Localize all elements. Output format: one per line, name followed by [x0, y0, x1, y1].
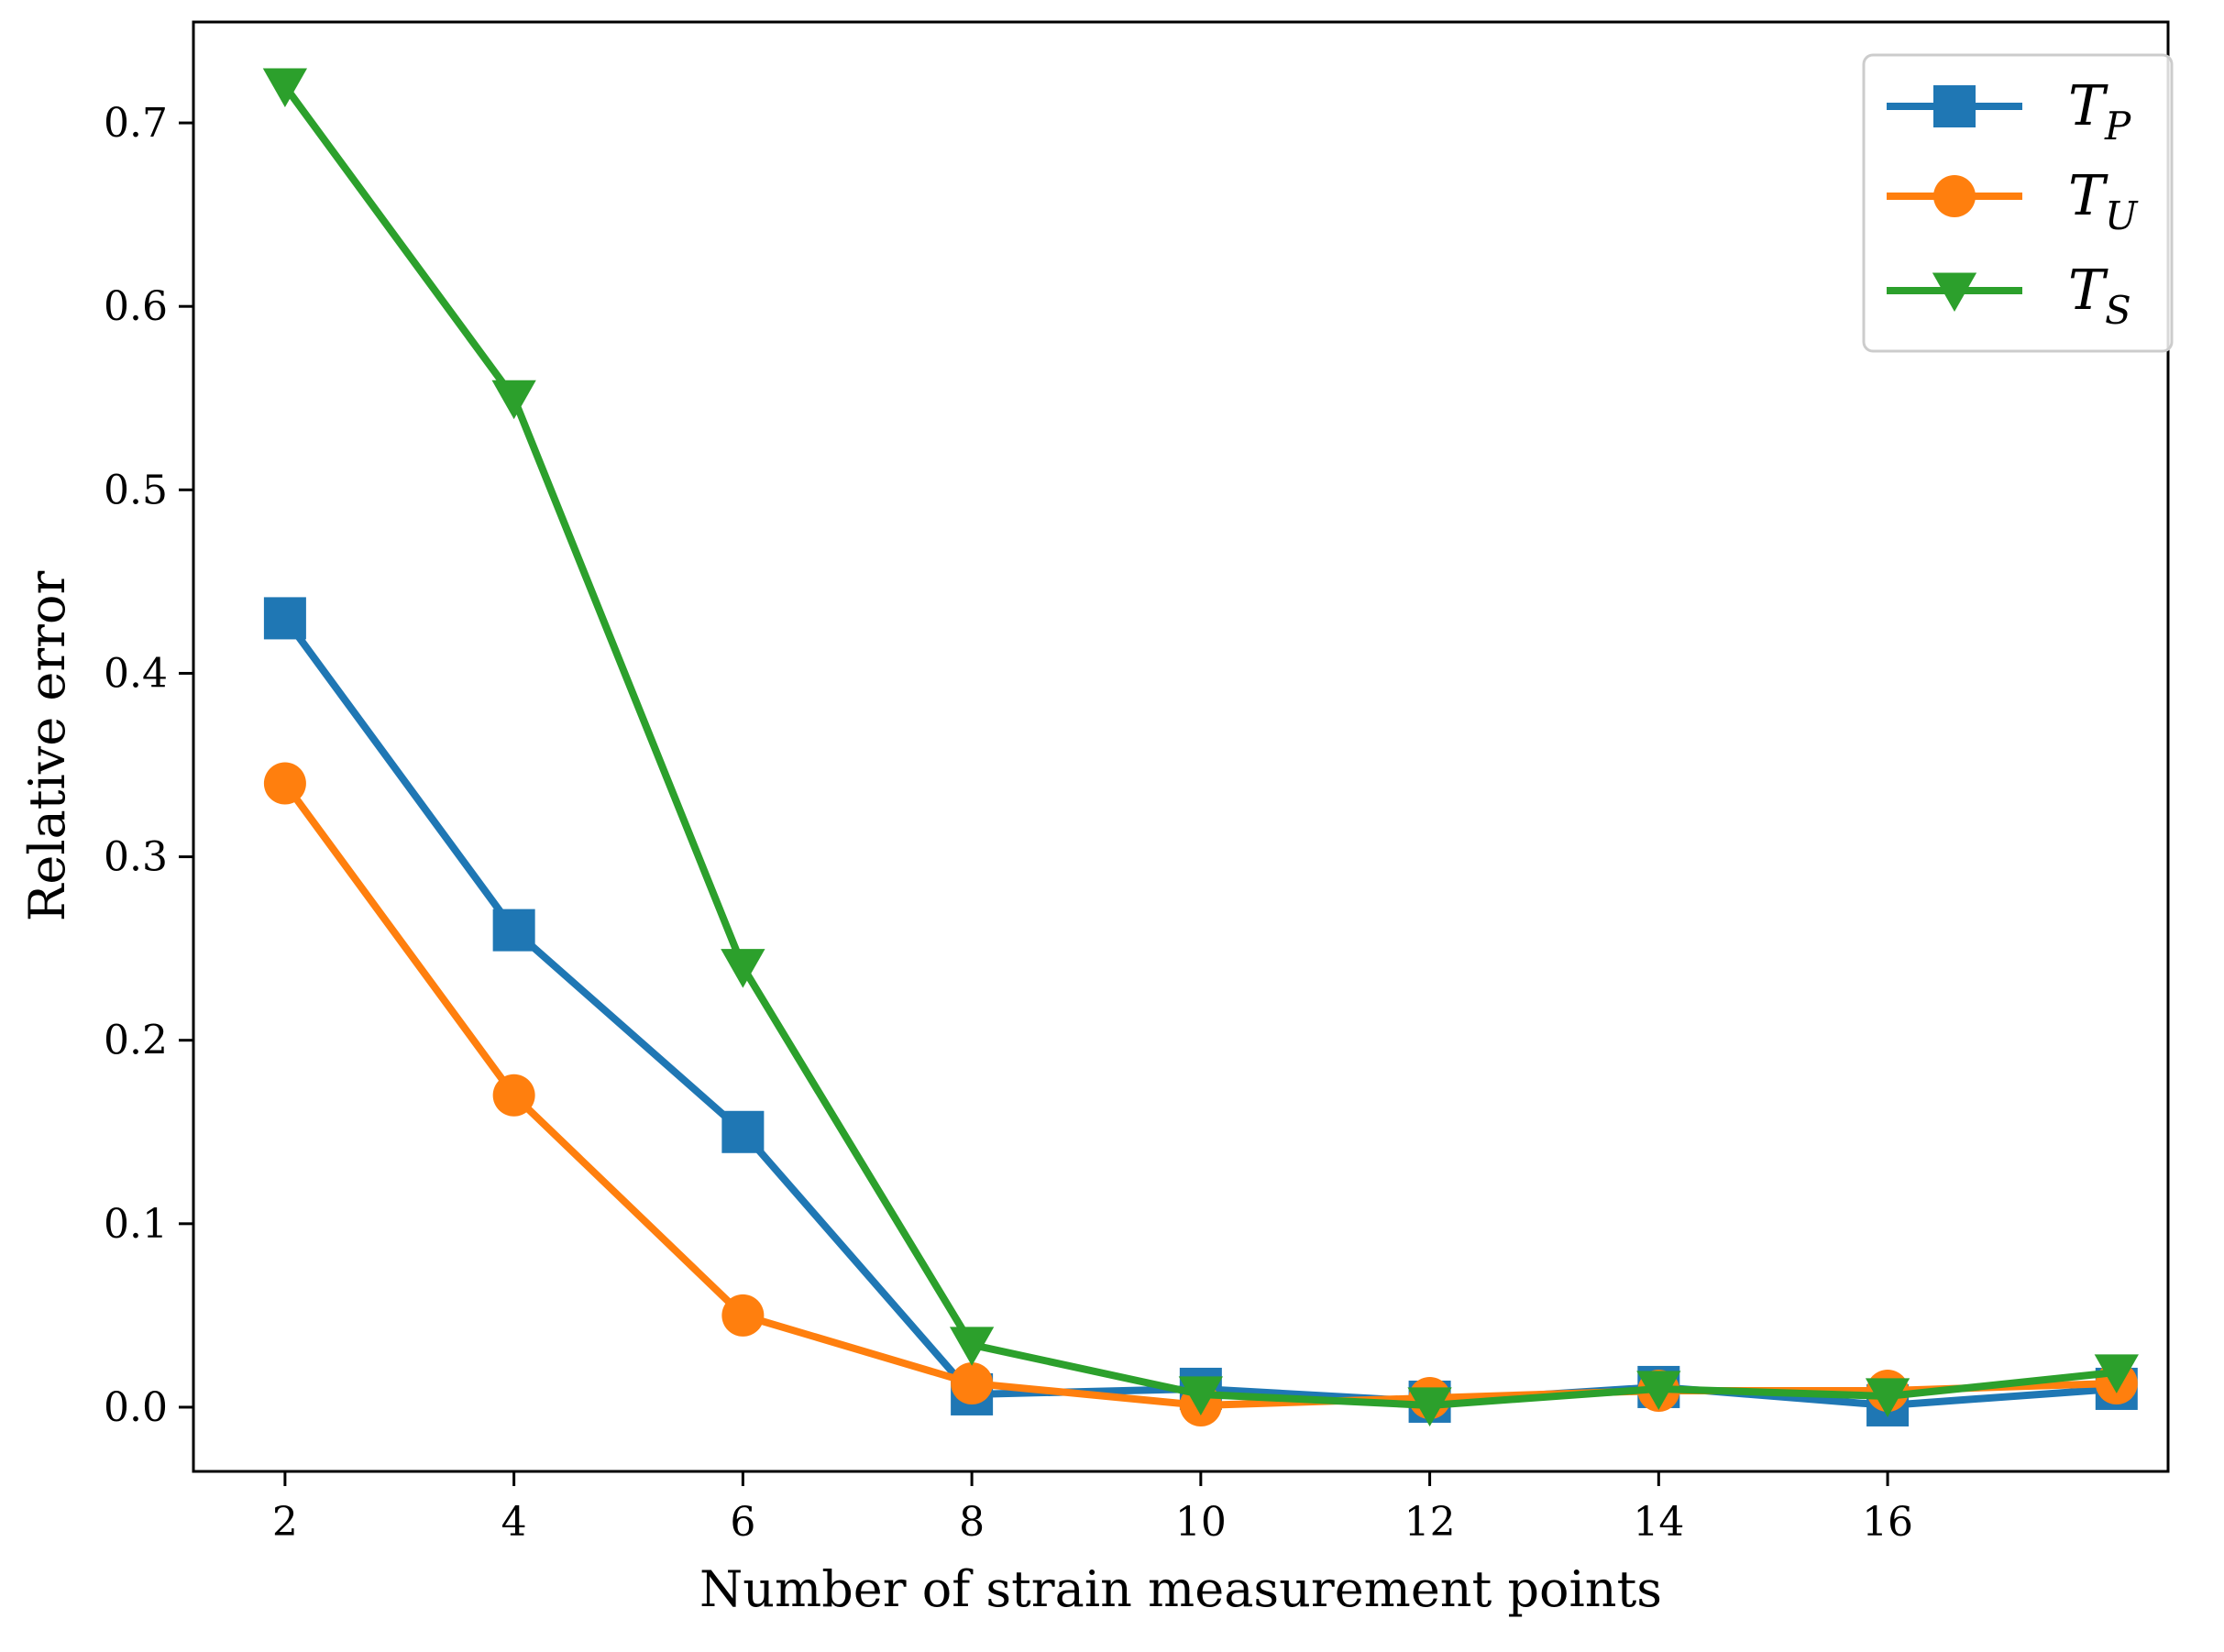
y-tick-label: 0.3: [104, 834, 168, 881]
legend-label: TP: [2068, 74, 2131, 149]
data-point: [721, 1110, 765, 1153]
x-tick-label: 12: [1404, 1499, 1456, 1546]
legend-marker: [1933, 85, 1976, 127]
y-axis-title: Relative error: [18, 571, 76, 922]
legend-label-base: T: [2068, 259, 2108, 323]
x-axis-title: Number of strain measurement points: [699, 1560, 1662, 1618]
data-point: [1407, 1387, 1452, 1426]
data-point: [492, 909, 535, 952]
legend-label: TS: [2068, 259, 2131, 333]
legend-label-subscript: P: [2104, 104, 2131, 149]
legend-label-base: T: [2068, 74, 2108, 138]
legend-marker: [1932, 272, 1977, 312]
x-tick-label: 2: [272, 1499, 298, 1546]
legend-item: TS: [1887, 259, 2131, 333]
data-point: [2094, 1354, 2139, 1393]
x-tick-label: 8: [959, 1499, 985, 1546]
legend-label-subscript: S: [2105, 288, 2131, 333]
plot-area: [192, 20, 2170, 1473]
data-point: [949, 1327, 995, 1366]
legend-item: TU: [1887, 164, 2139, 238]
data-point: [492, 1074, 535, 1117]
data-point: [262, 68, 308, 108]
series-layer: [262, 68, 2139, 1426]
legend-item: TP: [1887, 74, 2131, 149]
y-tick-label: 0.6: [104, 283, 168, 330]
x-tick-label: 4: [501, 1499, 527, 1546]
x-tick-label: 10: [1175, 1499, 1227, 1546]
series-t-s: [262, 68, 2139, 1426]
data-point: [1865, 1378, 1910, 1417]
y-tick-label: 0.1: [104, 1201, 168, 1248]
data-point: [1636, 1371, 1681, 1410]
data-point: [263, 762, 306, 805]
y-tick-label: 0.4: [104, 650, 168, 697]
data-point: [721, 1294, 765, 1337]
y-tick-label: 0.5: [104, 467, 168, 513]
y-tick-label: 0.0: [104, 1384, 168, 1431]
legend-marker: [1933, 175, 1976, 217]
data-point: [1178, 1376, 1224, 1415]
data-point: [263, 597, 306, 640]
data-point: [721, 949, 765, 988]
data-point: [951, 1361, 994, 1404]
x-tick-label: 14: [1633, 1499, 1684, 1546]
legend-label: TU: [2068, 164, 2139, 238]
data-point: [491, 380, 536, 420]
legend-label-base: T: [2068, 164, 2108, 228]
legend-label-subscript: U: [2105, 193, 2139, 238]
x-tick-label: 16: [1862, 1499, 1913, 1546]
x-tick-label: 6: [730, 1499, 755, 1546]
y-tick-label: 0.7: [104, 100, 168, 147]
axis-ticks: 2 4 6 8 10 12 14 16 0.0 0.1 0.2 0.3 0.4 0.5 0.6 0.7: [104, 100, 1913, 1546]
y-tick-label: 0.2: [104, 1018, 168, 1064]
